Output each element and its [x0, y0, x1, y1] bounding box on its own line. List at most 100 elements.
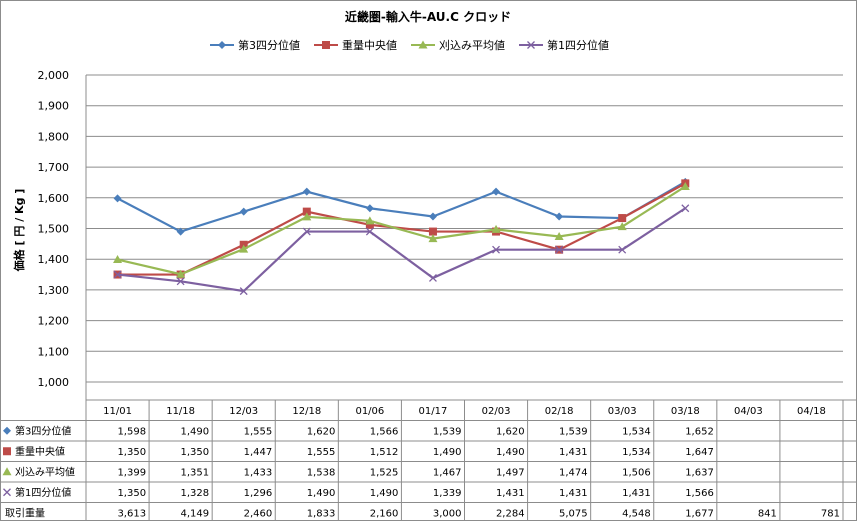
table-cell: 1,431	[559, 447, 588, 458]
legend-item: 刈込み平均値	[411, 39, 505, 52]
table-row-label: 第3四分位値	[15, 425, 71, 438]
table-row-label: 第1四分位値	[15, 486, 71, 499]
table-cell: 4,548	[622, 509, 651, 520]
diamond-marker	[218, 41, 226, 49]
y-tick-label: 1,200	[38, 315, 70, 328]
triangle-marker	[365, 216, 375, 225]
table-cell: 1,431	[622, 488, 651, 499]
table-cell: 1,296	[244, 488, 273, 499]
triangle-marker	[176, 269, 186, 278]
table-cell: 1,598	[117, 427, 146, 438]
table-cell: 1,538	[307, 468, 336, 479]
x-marker	[555, 245, 564, 254]
table-cell: 1,447	[244, 447, 273, 458]
table-cell: 1,555	[244, 427, 273, 438]
x-marker	[527, 41, 535, 49]
x-marker	[365, 227, 374, 236]
triangle-marker	[491, 224, 501, 233]
table-cell: 3,613	[117, 509, 146, 520]
table-header-cell: 02/03	[482, 406, 511, 417]
table-cell: 1,431	[496, 488, 525, 499]
table-header-cell: 01/17	[419, 406, 448, 417]
series-刈込み平均値	[113, 181, 690, 278]
diamond-marker	[428, 212, 437, 221]
triangle-marker	[239, 244, 249, 253]
table-cell: 1,490	[307, 488, 336, 499]
table-cell: 1,474	[559, 468, 588, 479]
series-line	[117, 185, 686, 276]
table-cell: 1,506	[622, 468, 651, 479]
diamond-marker	[365, 204, 374, 213]
y-axis-ticks: 1,000 1,100 1,200 1,300 1,400 1,500 1,600 1,700…	[38, 69, 70, 389]
y-tick-label: 2,000	[38, 69, 70, 82]
table-cell: 1,490	[433, 447, 462, 458]
table-header-cell: 04/03	[734, 406, 763, 417]
table-header-cell: 01/06	[355, 406, 384, 417]
table-row-label: 取引重量	[5, 507, 45, 520]
x-marker	[113, 270, 122, 279]
table-row-label: 刈込み平均値	[15, 466, 75, 479]
legend-item: 重量中央値	[314, 38, 397, 52]
triangle-marker	[680, 181, 690, 190]
table-header-cell: 11/18	[166, 406, 195, 417]
table-header-cell: 04/18	[797, 406, 826, 417]
gridlines	[85, 74, 843, 383]
y-tick-label: 1,800	[38, 130, 70, 143]
table-header-cell: 12/18	[292, 406, 321, 417]
series-第1四分位値	[113, 204, 690, 296]
triangle-marker	[418, 40, 428, 49]
square-marker	[365, 220, 374, 229]
table-cell: 1,490	[181, 427, 210, 438]
legend-item: 第3四分位値	[210, 38, 300, 52]
y-tick-label: 1,000	[38, 376, 70, 389]
table-cell: 1,652	[685, 427, 714, 438]
diamond-marker	[302, 187, 311, 196]
table-cell: 841	[758, 509, 777, 520]
table-cell: 2,160	[370, 509, 399, 520]
table-cell: 1,566	[685, 488, 714, 499]
table-cell: 1,677	[685, 509, 714, 520]
legend-label: 第1四分位値	[547, 38, 609, 52]
table-cell: 1,433	[244, 468, 273, 479]
table-cell: 5,075	[559, 509, 588, 520]
table-cell: 1,534	[622, 447, 651, 458]
triangle-marker	[428, 234, 438, 243]
diamond-marker	[555, 212, 564, 221]
table-cell: 1,490	[370, 488, 399, 499]
table-cell: 1,539	[433, 427, 462, 438]
table-header-cell: 02/18	[545, 406, 574, 417]
y-tick-label: 1,300	[38, 284, 70, 297]
chart-legend: 第3四分位値 重量中央値 刈込み平均値 第1四分位値	[210, 38, 609, 52]
y-tick-label: 1,600	[38, 192, 70, 205]
diamond-marker	[492, 187, 501, 196]
table-cell: 1,467	[433, 468, 462, 479]
y-tick-label: 1,700	[38, 161, 70, 174]
table-cell: 781	[821, 509, 840, 520]
y-tick-label: 1,100	[38, 345, 70, 358]
legend-label: 刈込み平均値	[439, 39, 505, 52]
triangle-marker	[617, 222, 627, 231]
table-cell: 1,351	[181, 468, 210, 479]
chart-title: 近畿圏-輸入牛-AU.C クロッド	[345, 9, 511, 24]
table-cell: 1,534	[622, 427, 651, 438]
table-cell: 1,497	[496, 468, 525, 479]
diamond-marker	[239, 207, 248, 216]
table-cell: 1,328	[181, 488, 210, 499]
legend-item: 第1四分位値	[519, 38, 609, 52]
x-marker	[618, 245, 627, 254]
table-cell: 2,460	[244, 509, 273, 520]
x-marker	[176, 277, 185, 286]
square-marker	[3, 447, 11, 456]
diamond-marker	[3, 426, 11, 435]
table-cell: 1,399	[117, 468, 146, 479]
x-marker	[492, 245, 501, 254]
table-row-label: 重量中央値	[15, 445, 65, 458]
square-marker	[302, 207, 311, 216]
y-tick-label: 1,500	[38, 223, 70, 236]
table-cell: 1,647	[685, 447, 714, 458]
series-line	[117, 180, 686, 233]
diamond-marker	[176, 227, 185, 236]
table-cell: 4,149	[181, 509, 210, 520]
triangle-marker	[554, 231, 564, 240]
y-tick-label: 1,900	[38, 100, 70, 113]
